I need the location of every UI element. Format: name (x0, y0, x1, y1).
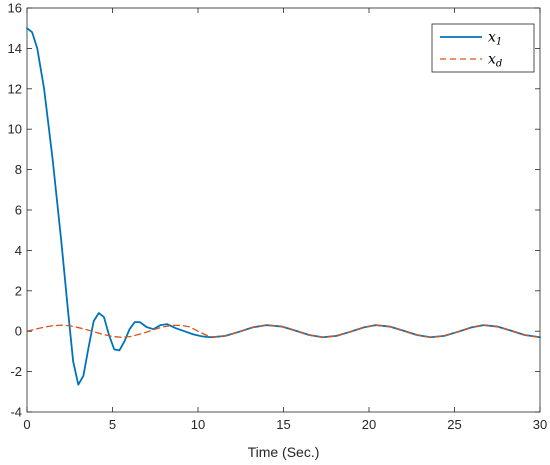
y-tick-label: 16 (8, 1, 22, 16)
x-tick-label: 20 (362, 417, 376, 432)
x-axis-label: Time (Sec.) (248, 444, 320, 460)
y-tick-label: 14 (8, 41, 22, 56)
x-tick-label: 30 (533, 417, 547, 432)
x-tick-label: 15 (276, 417, 290, 432)
y-tick-label: -4 (10, 405, 22, 420)
y-tick-label: 2 (15, 283, 22, 298)
legend: x1 xd (431, 23, 535, 73)
x-tick-label: 25 (447, 417, 461, 432)
y-tick-label: 10 (8, 122, 22, 137)
y-tick-label: 4 (15, 243, 22, 258)
y-tick-label: -2 (10, 364, 22, 379)
y-tick-label: 0 (15, 324, 22, 339)
y-tick-label: 6 (15, 203, 22, 218)
legend-label-xd: xd (488, 52, 502, 70)
x-tick-label: 5 (109, 417, 116, 432)
y-tick-label: 8 (15, 162, 22, 177)
legend-label-x1: x1 (488, 30, 502, 48)
y-tick-label: 12 (8, 81, 22, 96)
x-tick-label: 10 (191, 417, 205, 432)
legend-box (431, 23, 535, 73)
x-tick-label: 0 (23, 417, 30, 432)
series-line-xd (26, 324, 541, 338)
